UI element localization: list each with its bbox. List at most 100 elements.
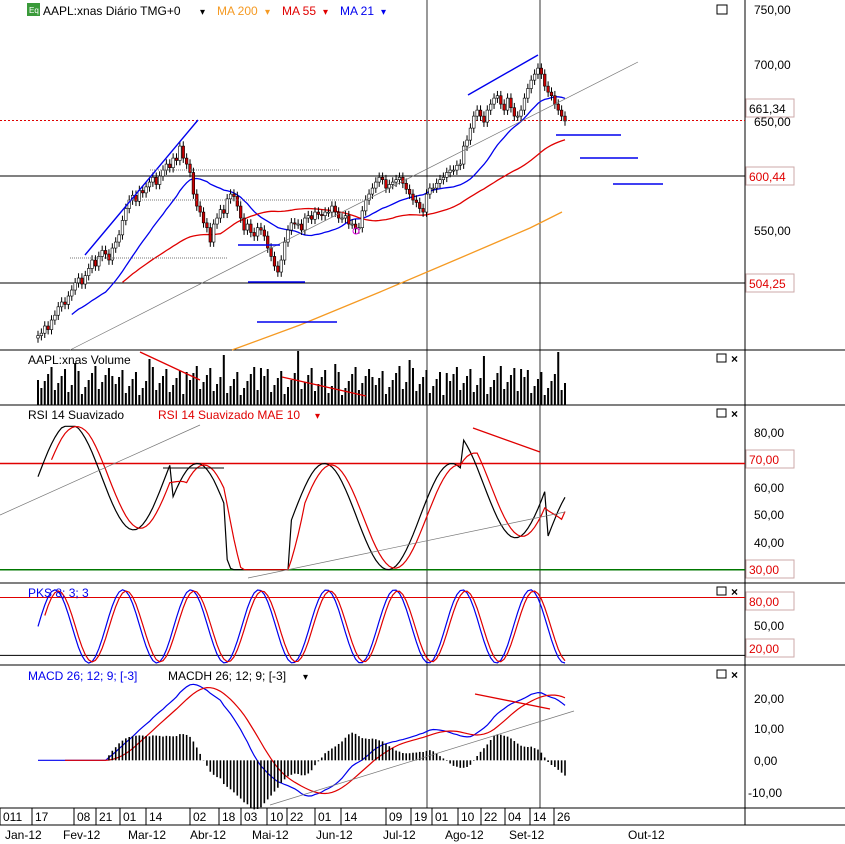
volume-bar bbox=[216, 384, 219, 405]
volume-bar bbox=[395, 373, 398, 405]
macd-divergence-line bbox=[474, 693, 551, 710]
price-tick-label: 550,00 bbox=[754, 224, 791, 238]
candle-body bbox=[46, 325, 50, 330]
volume-bar bbox=[314, 391, 317, 405]
rsi-tick-label: 60,00 bbox=[754, 481, 784, 495]
volume-bar bbox=[185, 372, 188, 405]
candle-body bbox=[201, 211, 206, 224]
volume-bar bbox=[239, 395, 242, 405]
volume-bar bbox=[67, 392, 70, 405]
candle-body bbox=[97, 256, 101, 267]
ma21-legend[interactable]: MA 21 bbox=[340, 4, 374, 18]
candle-body bbox=[110, 247, 114, 261]
ma55-legend[interactable]: MA 55 bbox=[282, 4, 316, 18]
month-label: Jul-12 bbox=[383, 828, 416, 842]
volume-bar bbox=[243, 388, 246, 405]
candle-body bbox=[239, 205, 243, 219]
pks-d-line bbox=[44, 590, 566, 663]
candle-body bbox=[208, 227, 212, 243]
macd-title[interactable]: MACD 26; 12; 9; [-3] bbox=[28, 669, 137, 683]
candle-body bbox=[414, 199, 418, 203]
volume-bar bbox=[121, 370, 124, 405]
candle-body bbox=[509, 97, 513, 109]
candle-body bbox=[380, 176, 385, 180]
candle-body bbox=[529, 79, 533, 89]
pks-title[interactable]: PKS 8; 3; 3 bbox=[28, 586, 89, 600]
rsi-title[interactable]: RSI 14 Suavizado bbox=[28, 408, 124, 422]
ma21-dropdown-icon[interactable]: ▾ bbox=[381, 7, 386, 18]
macd-close-icon[interactable]: × bbox=[731, 668, 738, 682]
ma55-dropdown-icon[interactable]: ▾ bbox=[323, 7, 328, 18]
volume-bar bbox=[452, 374, 455, 405]
candle-body bbox=[262, 229, 266, 237]
candle-body bbox=[364, 199, 368, 212]
candle-body bbox=[80, 277, 84, 285]
volume-bar bbox=[37, 380, 39, 405]
month-label: Mar-12 bbox=[128, 828, 166, 842]
candle-body bbox=[397, 176, 402, 180]
candle-body bbox=[333, 205, 337, 213]
candle-body bbox=[539, 67, 543, 75]
ma200-dropdown-icon[interactable]: ▾ bbox=[265, 7, 270, 18]
volume-bar bbox=[202, 382, 205, 405]
volume-bar bbox=[526, 370, 529, 405]
rsi-mae-dropdown-icon[interactable]: ▾ bbox=[315, 411, 320, 422]
candle-body bbox=[103, 250, 108, 255]
symbol-dropdown-icon[interactable]: ▾ bbox=[200, 7, 205, 18]
volume-bar bbox=[80, 394, 83, 405]
day-label: 04 bbox=[508, 810, 522, 824]
volume-bar bbox=[347, 381, 350, 405]
month-label: Jun-12 bbox=[316, 828, 353, 842]
price-box-label: 600,44 bbox=[749, 170, 786, 184]
candle-body bbox=[259, 227, 263, 231]
macdh-title[interactable]: MACDH 26; 12; 9; [-3] bbox=[168, 669, 286, 683]
volume-bar bbox=[307, 375, 310, 405]
volume-close-icon[interactable]: × bbox=[731, 352, 738, 366]
candle-body bbox=[225, 198, 229, 214]
candle-body bbox=[39, 332, 43, 336]
volume-bar bbox=[418, 384, 421, 405]
symbol-title[interactable]: AAPL:xnas Diário TMG+0 bbox=[43, 4, 181, 18]
volume-bar bbox=[449, 381, 452, 405]
rsi-maximize-icon[interactable] bbox=[716, 408, 727, 418]
candle-body bbox=[320, 214, 324, 216]
volume-bar bbox=[344, 388, 347, 405]
volume-bar bbox=[229, 386, 232, 405]
candle-body bbox=[144, 186, 148, 194]
macd-maximize-icon[interactable] bbox=[716, 669, 727, 679]
volume-bar bbox=[168, 392, 171, 405]
candle-body bbox=[532, 73, 537, 81]
candle-body bbox=[296, 223, 300, 226]
volume-bar bbox=[104, 375, 107, 405]
maximize-icon[interactable] bbox=[716, 4, 728, 15]
ma200-legend[interactable]: MA 200 bbox=[217, 4, 258, 18]
volume-bar bbox=[212, 391, 215, 405]
rsi-close-icon[interactable]: × bbox=[731, 407, 738, 421]
volume-bar bbox=[91, 373, 94, 405]
volume-maximize-icon[interactable] bbox=[716, 353, 727, 363]
candle-body bbox=[242, 217, 246, 231]
volume-bar bbox=[155, 390, 158, 405]
day-label: 14 bbox=[149, 810, 163, 824]
macdh-dropdown-icon[interactable]: ▾ bbox=[303, 672, 308, 683]
volume-bar bbox=[391, 380, 394, 405]
candle-body bbox=[326, 211, 331, 214]
volume-bar bbox=[553, 374, 556, 405]
candle-body bbox=[87, 268, 91, 276]
pks-close-icon[interactable]: × bbox=[731, 585, 738, 599]
candle-body bbox=[151, 176, 155, 183]
candle-body bbox=[370, 187, 375, 195]
rsi-mae-title[interactable]: RSI 14 Suavizado MAE 10 bbox=[158, 408, 300, 422]
volume-bar bbox=[357, 390, 360, 405]
pks-maximize-icon[interactable] bbox=[716, 586, 727, 596]
candle-body bbox=[310, 215, 314, 220]
month-label: Fev-12 bbox=[63, 828, 101, 842]
candle-body bbox=[181, 145, 185, 159]
volume-title[interactable]: AAPL:xnas Volume bbox=[28, 353, 131, 367]
volume-bar bbox=[256, 390, 259, 405]
volume-bar bbox=[303, 382, 306, 405]
pks-panel bbox=[0, 589, 745, 664]
volume-bar bbox=[43, 381, 46, 405]
volume-bar bbox=[297, 351, 300, 405]
